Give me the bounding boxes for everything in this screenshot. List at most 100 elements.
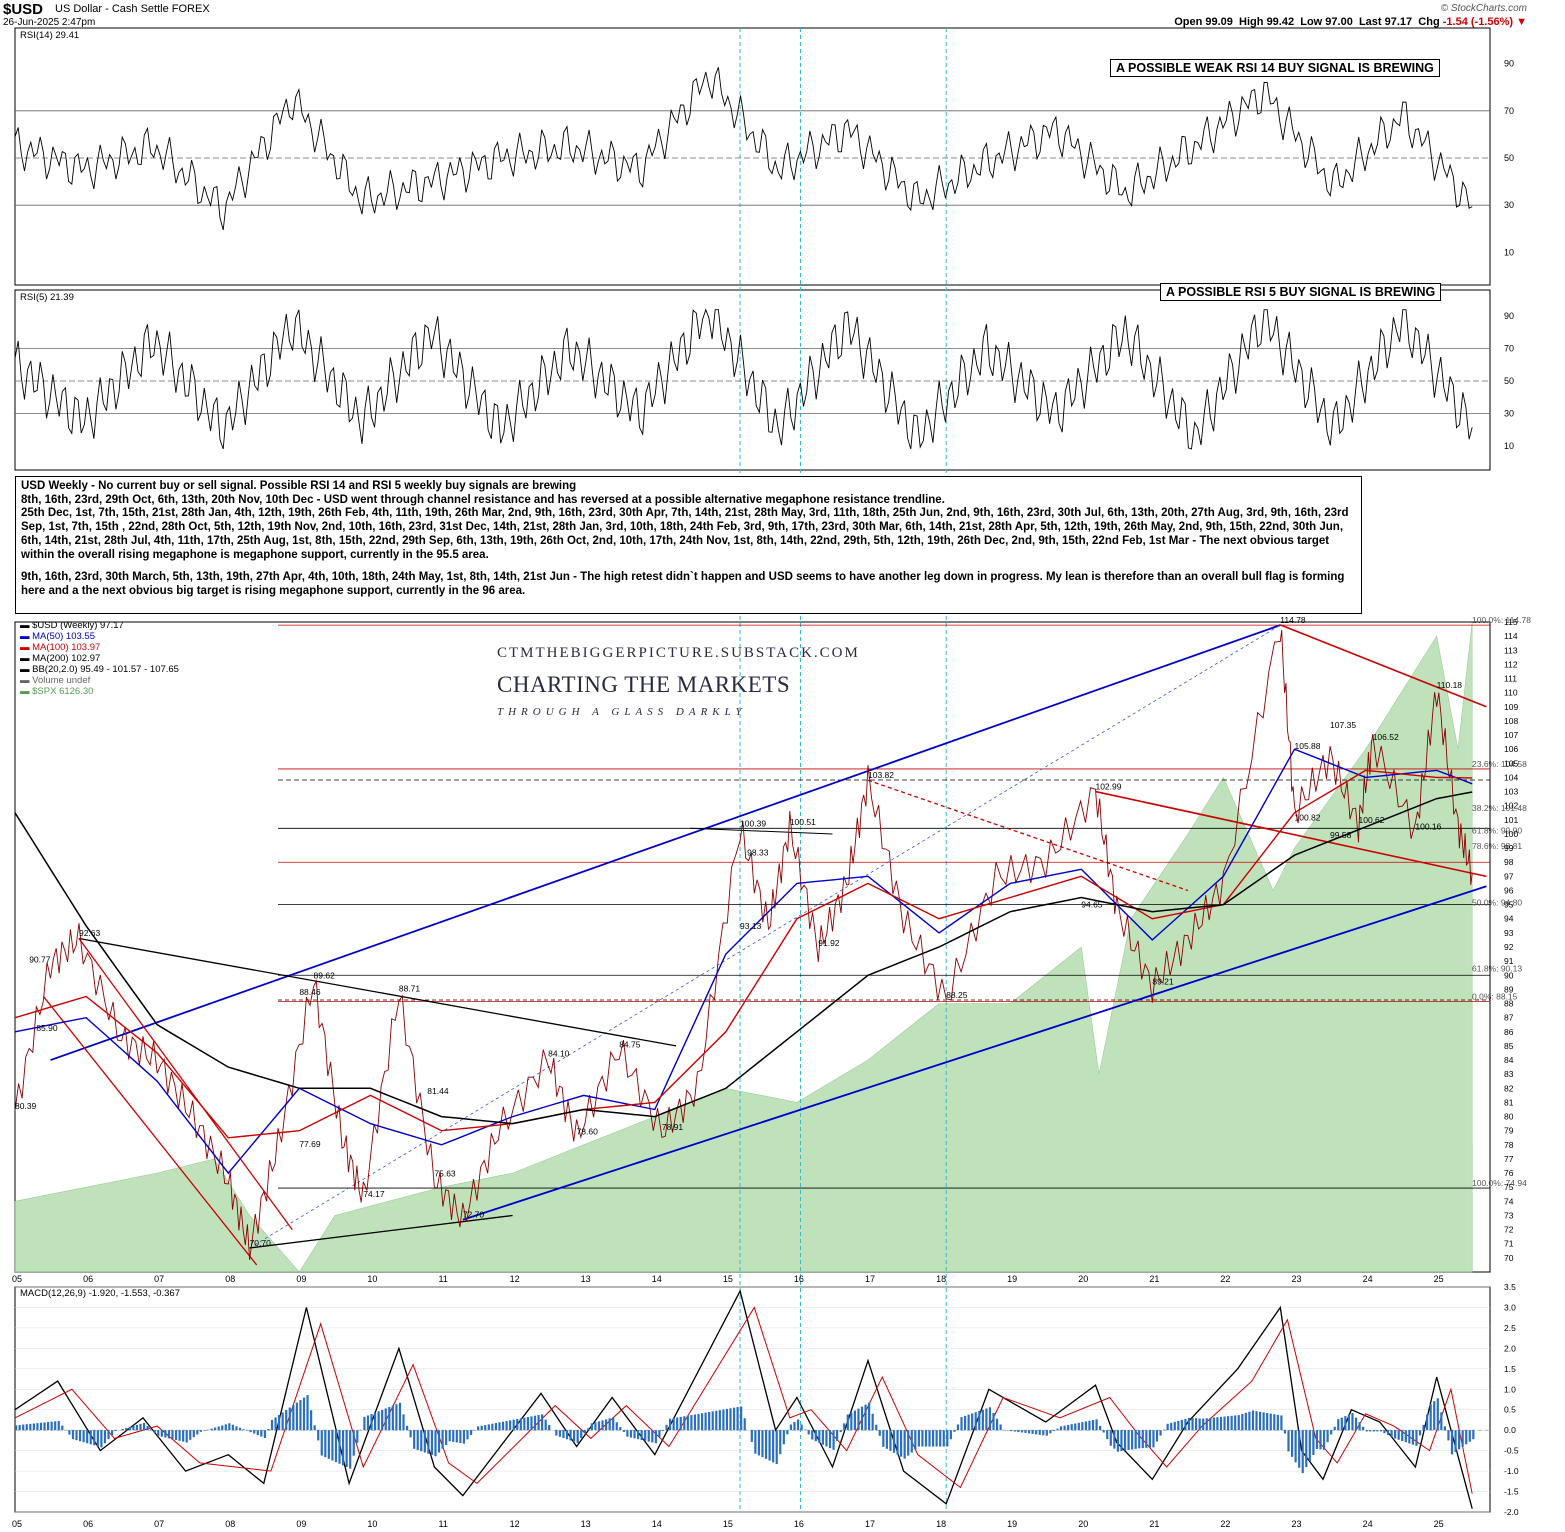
macd-histogram-bar xyxy=(963,1415,967,1431)
macd-histogram-bar xyxy=(153,1430,156,1433)
macd-histogram-bar xyxy=(1219,1416,1223,1431)
macd-histogram-bar xyxy=(1059,1426,1063,1431)
macd-histogram-bar xyxy=(455,1430,458,1443)
macd-histogram-bar xyxy=(647,1430,650,1442)
macd-histogram-bar xyxy=(231,1424,235,1431)
x-axis-year-label: 22 xyxy=(1220,1274,1230,1284)
macd-histogram-bar xyxy=(299,1400,302,1431)
macd-histogram-bar xyxy=(825,1430,828,1447)
macd-histogram-bar xyxy=(1351,1413,1354,1431)
macd-histogram-bar xyxy=(1042,1430,1045,1436)
macd-histogram-bar xyxy=(1170,1422,1173,1431)
annotation-box: USD Weekly - No current buy or sell sign… xyxy=(15,476,1362,614)
macd-histogram-bar xyxy=(1443,1426,1446,1431)
macd-histogram-bar xyxy=(949,1430,952,1440)
annotation-gap xyxy=(21,562,1356,571)
macd-histogram-bar xyxy=(885,1430,888,1449)
macd-histogram-bar xyxy=(683,1416,686,1431)
price-tick-label: 107 xyxy=(1504,730,1518,740)
price-tick-label: 81 xyxy=(1504,1097,1514,1107)
macd-histogram-bar xyxy=(672,1418,675,1431)
trendline xyxy=(867,779,1189,892)
macd-histogram-bar xyxy=(491,1423,494,1431)
macd-histogram-bar xyxy=(676,1417,679,1431)
macd-histogram-bar xyxy=(700,1413,704,1431)
macd-histogram-bar xyxy=(1159,1430,1162,1436)
price-tick-label: 109 xyxy=(1504,702,1518,712)
macd-histogram-bar xyxy=(971,1413,974,1431)
macd-histogram-bar xyxy=(132,1425,135,1431)
x-axis-year-label: 13 xyxy=(581,1274,591,1284)
price-value-label: 78.60 xyxy=(577,1126,599,1136)
macd-histogram-bar xyxy=(15,1425,18,1431)
macd-histogram-bar xyxy=(430,1430,434,1455)
macd-histogram-bar xyxy=(1408,1430,1411,1444)
trendline xyxy=(1280,624,1487,708)
macd-histogram-bar xyxy=(1294,1430,1297,1463)
rsi5-legend: RSI(5) 21.39 xyxy=(20,292,74,303)
macd-histogram-bar xyxy=(1461,1430,1464,1447)
quote-bar: Open 99.09 High 99.42 Low 97.00 Last 97.… xyxy=(1174,16,1527,28)
macd-histogram-bar xyxy=(1458,1430,1461,1450)
macd-histogram-bar xyxy=(1454,1430,1457,1452)
macd-histogram-bar xyxy=(50,1421,53,1431)
macd-histogram-bar xyxy=(1155,1430,1159,1442)
x-axis-year-label: 21 xyxy=(1149,1519,1159,1529)
macd-histogram-bar xyxy=(238,1427,242,1431)
annotation-line-2: 8th, 16th, 23rd, 29th Oct, 6th, 13th, 20… xyxy=(21,493,945,506)
macd-histogram-bar xyxy=(93,1430,96,1446)
macd-histogram-bar xyxy=(544,1419,547,1431)
price-tick-label: 103 xyxy=(1504,787,1518,797)
macd-histogram-bar xyxy=(128,1426,131,1431)
fib-level-label: 23.6%: 104.58 xyxy=(1472,759,1527,769)
fib-level-label: 38.2%: 101.48 xyxy=(1472,803,1527,813)
price-tick-label: 104 xyxy=(1504,772,1518,782)
price-tick-label: 73 xyxy=(1504,1210,1514,1220)
macd-histogram-bar xyxy=(164,1430,167,1438)
macd-histogram-bar xyxy=(839,1430,842,1433)
symbol: $USD xyxy=(3,1,44,18)
x-axis-year-label: 24 xyxy=(1363,1274,1373,1284)
macd-histogram-bar xyxy=(860,1406,864,1431)
price-tick-label: 93 xyxy=(1504,928,1514,938)
macd-histogram-bar xyxy=(61,1425,64,1431)
macd-histogram-bar xyxy=(868,1402,871,1431)
x-axis-year-label: 09 xyxy=(296,1274,306,1284)
macd-histogram-bar xyxy=(445,1430,448,1445)
price-tick-label: 94 xyxy=(1504,914,1514,924)
macd-histogram-bar xyxy=(1326,1430,1329,1443)
macd-histogram-bar xyxy=(1447,1430,1450,1441)
macd-histogram-bar xyxy=(654,1430,657,1444)
price-tick-label: 111 xyxy=(1504,674,1517,684)
high-label: High xyxy=(1239,16,1264,28)
x-axis-year-label: 12 xyxy=(510,1274,520,1284)
macd-histogram-bar xyxy=(405,1425,409,1431)
price-value-label: 70.70 xyxy=(250,1238,272,1248)
price-tick-label: 113 xyxy=(1504,645,1518,655)
macd-histogram-bar xyxy=(1465,1430,1468,1445)
x-axis-year-label: 18 xyxy=(936,1274,946,1284)
macd-histogram-bar xyxy=(821,1430,825,1445)
macd-histogram-bar xyxy=(1433,1401,1436,1431)
watermark-tagline: THROUGH A GLASS DARKLY xyxy=(497,706,747,718)
macd-histogram-bar xyxy=(956,1424,960,1431)
macd-histogram-bar xyxy=(1017,1430,1020,1433)
macd-histogram-bar xyxy=(814,1430,817,1442)
macd-histogram-bar xyxy=(1440,1412,1443,1431)
macd-tick-label: 0.0 xyxy=(1504,1425,1516,1435)
price-tick-label: 98 xyxy=(1504,857,1514,867)
macd-histogram-bar xyxy=(75,1430,78,1441)
macd-histogram-bar xyxy=(537,1415,540,1431)
down-arrow-icon: ▼ xyxy=(1516,16,1527,28)
macd-histogram-bar xyxy=(1226,1416,1230,1431)
price-value-label: 88.25 xyxy=(946,990,968,1000)
macd-histogram-bar xyxy=(679,1416,682,1431)
macd-histogram-bar xyxy=(900,1430,903,1457)
macd-histogram-bar xyxy=(381,1409,384,1431)
macd-histogram-bar xyxy=(1152,1430,1155,1448)
macd-histogram-bar xyxy=(160,1430,163,1437)
macd-histogram-bar xyxy=(1223,1416,1226,1431)
macd-histogram-bar xyxy=(892,1430,896,1453)
macd-histogram-bar xyxy=(736,1407,739,1431)
